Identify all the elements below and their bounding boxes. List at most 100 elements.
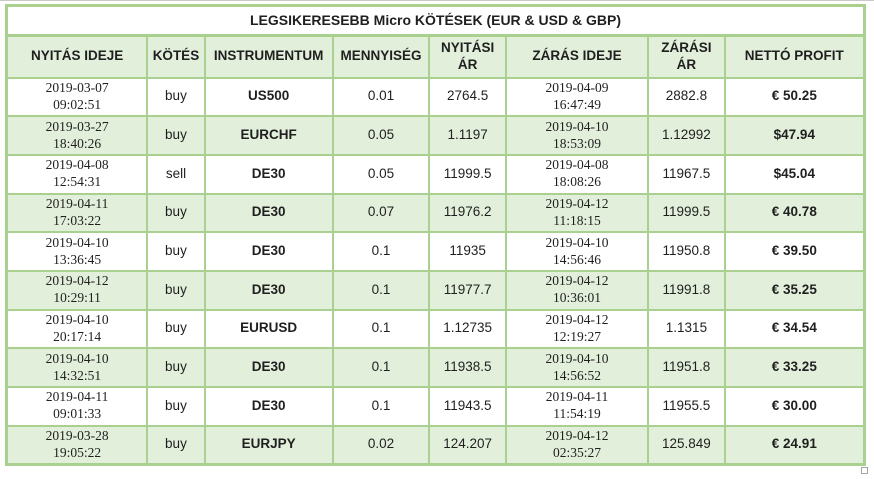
cell-close-price: 125.849 [647, 424, 726, 466]
cell-net-profit: € 39.50 [723, 231, 866, 272]
cell-quantity: 0.02 [331, 424, 431, 466]
cell-instrument: DE30 [203, 192, 334, 234]
table-header-row: NYITÁS IDEJE KÖTÉS INSTRUMENTUM MENNYISÉ… [5, 34, 866, 79]
cell-close-price: 1.1315 [647, 308, 726, 350]
screenshot-top-edge [0, 0, 874, 1]
cell-close-time: 2019-04-09 16:47:49 [504, 76, 650, 118]
cell-instrument: EURJPY [203, 424, 334, 466]
cell-side: buy [146, 385, 206, 427]
cell-quantity: 0.1 [331, 231, 431, 272]
cell-open-time: 2019-03-27 18:40:26 [5, 115, 149, 156]
cell-close-price: 11967.5 [647, 153, 726, 195]
cell-side: sell [146, 153, 206, 195]
col-header-close-price: ZÁRÁSI ÁR [647, 34, 726, 79]
table-row: 2019-04-12 10:29:11 buy DE30 0.1 11977.7… [5, 269, 866, 311]
cell-open-price: 11935 [428, 231, 507, 272]
cell-open-time: 2019-04-10 13:36:45 [5, 231, 149, 272]
cell-open-time: 2019-03-28 19:05:22 [5, 424, 149, 466]
cell-side: buy [146, 115, 206, 156]
cell-side: buy [146, 76, 206, 118]
table-row: 2019-04-11 09:01:33 buy DE30 0.1 11943.5… [5, 385, 866, 427]
col-header-net-profit: NETTÓ PROFIT [723, 34, 866, 79]
cell-quantity: 0.1 [331, 269, 431, 311]
cell-close-price: 1.12992 [647, 115, 726, 156]
cell-quantity: 0.1 [331, 385, 431, 427]
cell-close-price: 11991.8 [647, 269, 726, 311]
table-row: 2019-03-28 19:05:22 buy EURJPY 0.02 124.… [5, 424, 866, 466]
cell-close-time: 2019-04-11 11:54:19 [504, 385, 650, 427]
cell-instrument: EURUSD [203, 308, 334, 350]
cell-open-price: 11943.5 [428, 385, 507, 427]
cell-instrument: EURCHF [203, 115, 334, 156]
table-row: 2019-04-10 13:36:45 buy DE30 0.1 11935 2… [5, 231, 866, 272]
col-header-open-time: NYITÁS IDEJE [5, 34, 149, 79]
cell-side: buy [146, 308, 206, 350]
cell-open-time: 2019-04-10 20:17:14 [5, 308, 149, 350]
cell-close-price: 11999.5 [647, 192, 726, 234]
cell-close-price: 2882.8 [647, 76, 726, 118]
cell-close-time: 2019-04-12 12:19:27 [504, 308, 650, 350]
cell-instrument: DE30 [203, 269, 334, 311]
cell-open-time: 2019-04-10 14:32:51 [5, 347, 149, 388]
cell-instrument: US500 [203, 76, 334, 118]
cell-net-profit: € 30.00 [723, 385, 866, 427]
col-header-side: KÖTÉS [146, 34, 206, 79]
cell-open-price: 1.12735 [428, 308, 507, 350]
cell-side: buy [146, 347, 206, 388]
trades-table: LEGSIKERESEBB Micro KÖTÉSEK (EUR & USD &… [5, 4, 866, 466]
cell-open-price: 11977.7 [428, 269, 507, 311]
cell-quantity: 0.01 [331, 76, 431, 118]
cell-close-time: 2019-04-10 18:53:09 [504, 115, 650, 156]
cell-close-time: 2019-04-12 10:36:01 [504, 269, 650, 311]
cell-close-time: 2019-04-12 11:18:15 [504, 192, 650, 234]
cell-close-time: 2019-04-12 02:35:27 [504, 424, 650, 466]
cell-net-profit: € 24.91 [723, 424, 866, 466]
cell-close-time: 2019-04-10 14:56:46 [504, 231, 650, 272]
col-header-instrument: INSTRUMENTUM [203, 34, 334, 79]
cell-open-price: 11976.2 [428, 192, 507, 234]
col-header-close-time: ZÁRÁS IDEJE [504, 34, 650, 79]
cell-net-profit: $45.04 [723, 153, 866, 195]
cell-side: buy [146, 192, 206, 234]
cell-open-time: 2019-04-11 09:01:33 [5, 385, 149, 427]
cell-open-price: 11999.5 [428, 153, 507, 195]
cell-side: buy [146, 424, 206, 466]
cell-open-time: 2019-04-11 17:03:22 [5, 192, 149, 234]
table-row: 2019-03-07 09:02:51 buy US500 0.01 2764.… [5, 76, 866, 118]
cell-instrument: DE30 [203, 385, 334, 427]
col-header-quantity: MENNYISÉG [331, 34, 431, 79]
cell-close-time: 2019-04-10 14:56:52 [504, 347, 650, 388]
table-row: 2019-04-10 20:17:14 buy EURUSD 0.1 1.127… [5, 308, 866, 350]
object-resize-handle[interactable] [861, 467, 868, 474]
cell-open-price: 2764.5 [428, 76, 507, 118]
cell-net-profit: € 33.25 [723, 347, 866, 388]
cell-net-profit: € 40.78 [723, 192, 866, 234]
cell-side: buy [146, 231, 206, 272]
cell-open-time: 2019-03-07 09:02:51 [5, 76, 149, 118]
cell-instrument: DE30 [203, 231, 334, 272]
cell-close-time: 2019-04-08 18:08:26 [504, 153, 650, 195]
cell-quantity: 0.1 [331, 308, 431, 350]
table-row: 2019-04-08 12:54:31 sell DE30 0.05 11999… [5, 153, 866, 195]
cell-quantity: 0.1 [331, 347, 431, 388]
cell-close-price: 11951.8 [647, 347, 726, 388]
cell-quantity: 0.07 [331, 192, 431, 234]
cell-open-price: 1.1197 [428, 115, 507, 156]
cell-instrument: DE30 [203, 347, 334, 388]
cell-quantity: 0.05 [331, 153, 431, 195]
cell-side: buy [146, 269, 206, 311]
table-title: LEGSIKERESEBB Micro KÖTÉSEK (EUR & USD &… [5, 4, 866, 37]
cell-instrument: DE30 [203, 153, 334, 195]
cell-net-profit: $47.94 [723, 115, 866, 156]
cell-open-price: 11938.5 [428, 347, 507, 388]
cell-close-price: 11955.5 [647, 385, 726, 427]
table-row: 2019-03-27 18:40:26 buy EURCHF 0.05 1.11… [5, 115, 866, 156]
table-row: 2019-04-11 17:03:22 buy DE30 0.07 11976.… [5, 192, 866, 234]
cell-net-profit: € 50.25 [723, 76, 866, 118]
cell-net-profit: € 34.54 [723, 308, 866, 350]
cell-open-time: 2019-04-12 10:29:11 [5, 269, 149, 311]
cell-open-time: 2019-04-08 12:54:31 [5, 153, 149, 195]
cell-open-price: 124.207 [428, 424, 507, 466]
cell-close-price: 11950.8 [647, 231, 726, 272]
table-row: 2019-04-10 14:32:51 buy DE30 0.1 11938.5… [5, 347, 866, 388]
